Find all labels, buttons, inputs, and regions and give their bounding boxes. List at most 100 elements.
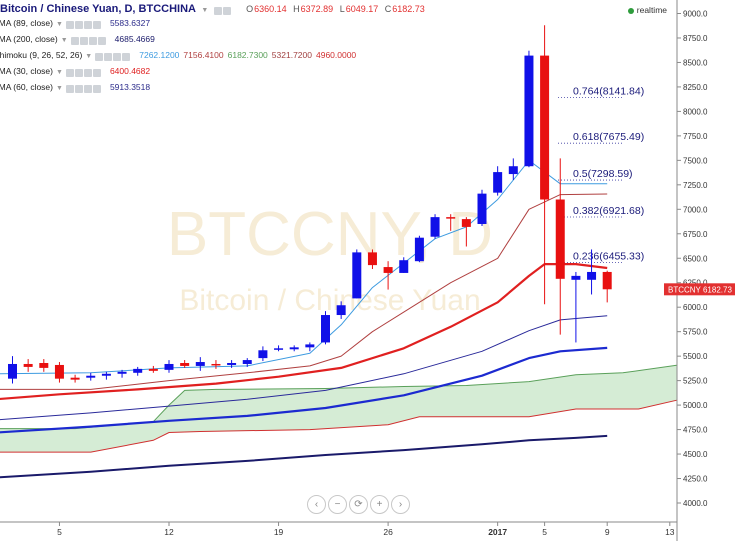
- indicator-buttons[interactable]: [65, 81, 102, 95]
- y-axis-bg: [677, 0, 735, 541]
- y-tick-label: 5750.0: [683, 328, 708, 337]
- candle-body: [86, 375, 96, 378]
- candle-body: [446, 217, 456, 219]
- indicator-buttons[interactable]: [95, 49, 131, 63]
- y-tick-label: 5000.0: [683, 401, 708, 410]
- x-tick-label: 13: [665, 527, 675, 537]
- indicator-value: 4960.0000: [315, 50, 357, 60]
- chevron-down-icon[interactable]: ▼: [56, 69, 63, 76]
- indicator-buttons[interactable]: [70, 33, 107, 47]
- candle-body: [383, 267, 393, 273]
- leading-span-b: [0, 397, 686, 453]
- fib-level-label: 0.618(7675.49): [573, 131, 644, 143]
- title-settings-buttons[interactable]: [213, 3, 232, 17]
- y-tick-label: 8500.0: [683, 58, 708, 67]
- candle-body: [101, 373, 111, 376]
- candle-body: [180, 363, 190, 366]
- zoom-in-icon[interactable]: +: [370, 495, 389, 514]
- candle-body: [211, 363, 221, 366]
- candle-body: [540, 55, 550, 200]
- fib-level-label: 0.382(6921.68): [573, 205, 644, 217]
- reset-icon[interactable]: ⟳: [349, 495, 368, 514]
- candle-body: [555, 199, 565, 279]
- candle-body: [461, 219, 471, 227]
- y-tick-label: 5500.0: [683, 352, 708, 361]
- candle-body: [227, 363, 237, 365]
- candle-body: [164, 363, 174, 370]
- indicator-name: Ichimoku (9, 26, 52, 26): [0, 50, 83, 60]
- indicator-buttons[interactable]: [65, 17, 102, 31]
- y-tick-label: 4250.0: [683, 475, 708, 484]
- fib-level-label: 0.236(6455.33): [573, 251, 644, 263]
- legend-indicator-row[interactable]: EMA (30, close)▼ 6400.4682: [0, 64, 154, 78]
- scroll-right-icon[interactable]: ›: [391, 495, 410, 514]
- y-tick-label: 6000.0: [683, 303, 708, 312]
- legend-title-row: Bitcoin / Chinese Yuan, D, BTCCHINA ▼ O6…: [0, 2, 425, 16]
- indicator-buttons[interactable]: [65, 65, 102, 79]
- candle-body: [571, 275, 581, 280]
- chevron-down-icon[interactable]: ▼: [56, 21, 63, 28]
- x-tick-label: 5: [542, 527, 547, 537]
- legend-indicator-row[interactable]: EMA (89, close)▼ 5583.6327: [0, 16, 154, 30]
- y-tick-label: 6750.0: [683, 230, 708, 239]
- y-tick-label: 9000.0: [683, 10, 708, 19]
- y-tick-label: 6250.0: [683, 279, 708, 288]
- candle-body: [23, 363, 33, 367]
- chevron-down-icon[interactable]: ▼: [85, 53, 93, 60]
- y-tick-label: 8000.0: [683, 107, 708, 116]
- chevron-down-icon[interactable]: ▼: [56, 85, 63, 92]
- candle-body: [587, 271, 597, 280]
- candle-body: [195, 362, 205, 366]
- candle-body: [414, 237, 424, 262]
- candle-body: [117, 371, 127, 374]
- x-axis-bg: [0, 522, 735, 541]
- candle-body: [289, 347, 299, 350]
- indicator-value: 6400.4682: [109, 66, 151, 76]
- scroll-left-icon[interactable]: ‹: [307, 495, 326, 514]
- fib-level-label: 0.764(8141.84): [573, 86, 644, 98]
- candle-body: [258, 350, 268, 359]
- candle-body: [133, 368, 143, 373]
- zoom-out-icon[interactable]: −: [328, 495, 347, 514]
- candle-body: [39, 363, 49, 368]
- legend-indicator-row[interactable]: Ichimoku (9, 26, 52, 26) ▼ 7262.1200 7156.4…: [0, 48, 360, 62]
- legend-indicator-row[interactable]: EMA (60, close)▼ 5913.3518: [0, 80, 154, 94]
- candle-body: [8, 363, 17, 379]
- price-tag-label: BTCCNY 6182.73: [668, 285, 732, 294]
- candle-body: [524, 55, 534, 167]
- candle-body: [399, 260, 409, 273]
- y-tick-label: 4000.0: [683, 499, 708, 508]
- y-tick-label: 7750.0: [683, 132, 708, 141]
- candle-body: [54, 364, 64, 379]
- chevron-down-icon[interactable]: ▼: [60, 37, 68, 44]
- y-tick-label: 7250.0: [683, 181, 708, 190]
- series-line: [0, 315, 608, 421]
- candle-body: [493, 172, 503, 193]
- fib-level-label: 0.5(7298.59): [573, 168, 633, 180]
- candle-body: [602, 271, 612, 290]
- candle-body: [430, 217, 440, 237]
- ohlc-values: O6360.14 H6372.89 L6049.17 C6182.73: [246, 4, 425, 14]
- watermark-sub: Bitcoin / Chinese Yuan: [179, 284, 480, 317]
- candle-body: [336, 305, 346, 316]
- candle-body: [367, 252, 377, 266]
- realtime-status: realtime: [627, 5, 667, 15]
- chart-title: Bitcoin / Chinese Yuan, D, BTCCHINA: [0, 3, 196, 15]
- indicator-name: EMA (89, close): [0, 18, 53, 28]
- indicator-name: EMA (200, close): [0, 34, 58, 44]
- x-tick-label: 9: [605, 527, 610, 537]
- y-tick-label: 6500.0: [683, 254, 708, 263]
- candle-body: [274, 348, 284, 350]
- y-tick-label: 8750.0: [683, 34, 708, 43]
- series-line: [0, 193, 608, 390]
- y-tick-label: 5250.0: [683, 377, 708, 386]
- status-dot-icon: [627, 7, 634, 14]
- chevron-down-icon[interactable]: ▼: [201, 7, 209, 14]
- indicator-name: EMA (30, close): [0, 66, 53, 76]
- legend-indicator-row[interactable]: EMA (200, close)▼ 4685.4669: [0, 32, 159, 46]
- y-tick-label: 4750.0: [683, 426, 708, 435]
- candle-body: [321, 315, 330, 343]
- series-line: [0, 346, 608, 434]
- indicator-value: 5583.6327: [109, 18, 151, 28]
